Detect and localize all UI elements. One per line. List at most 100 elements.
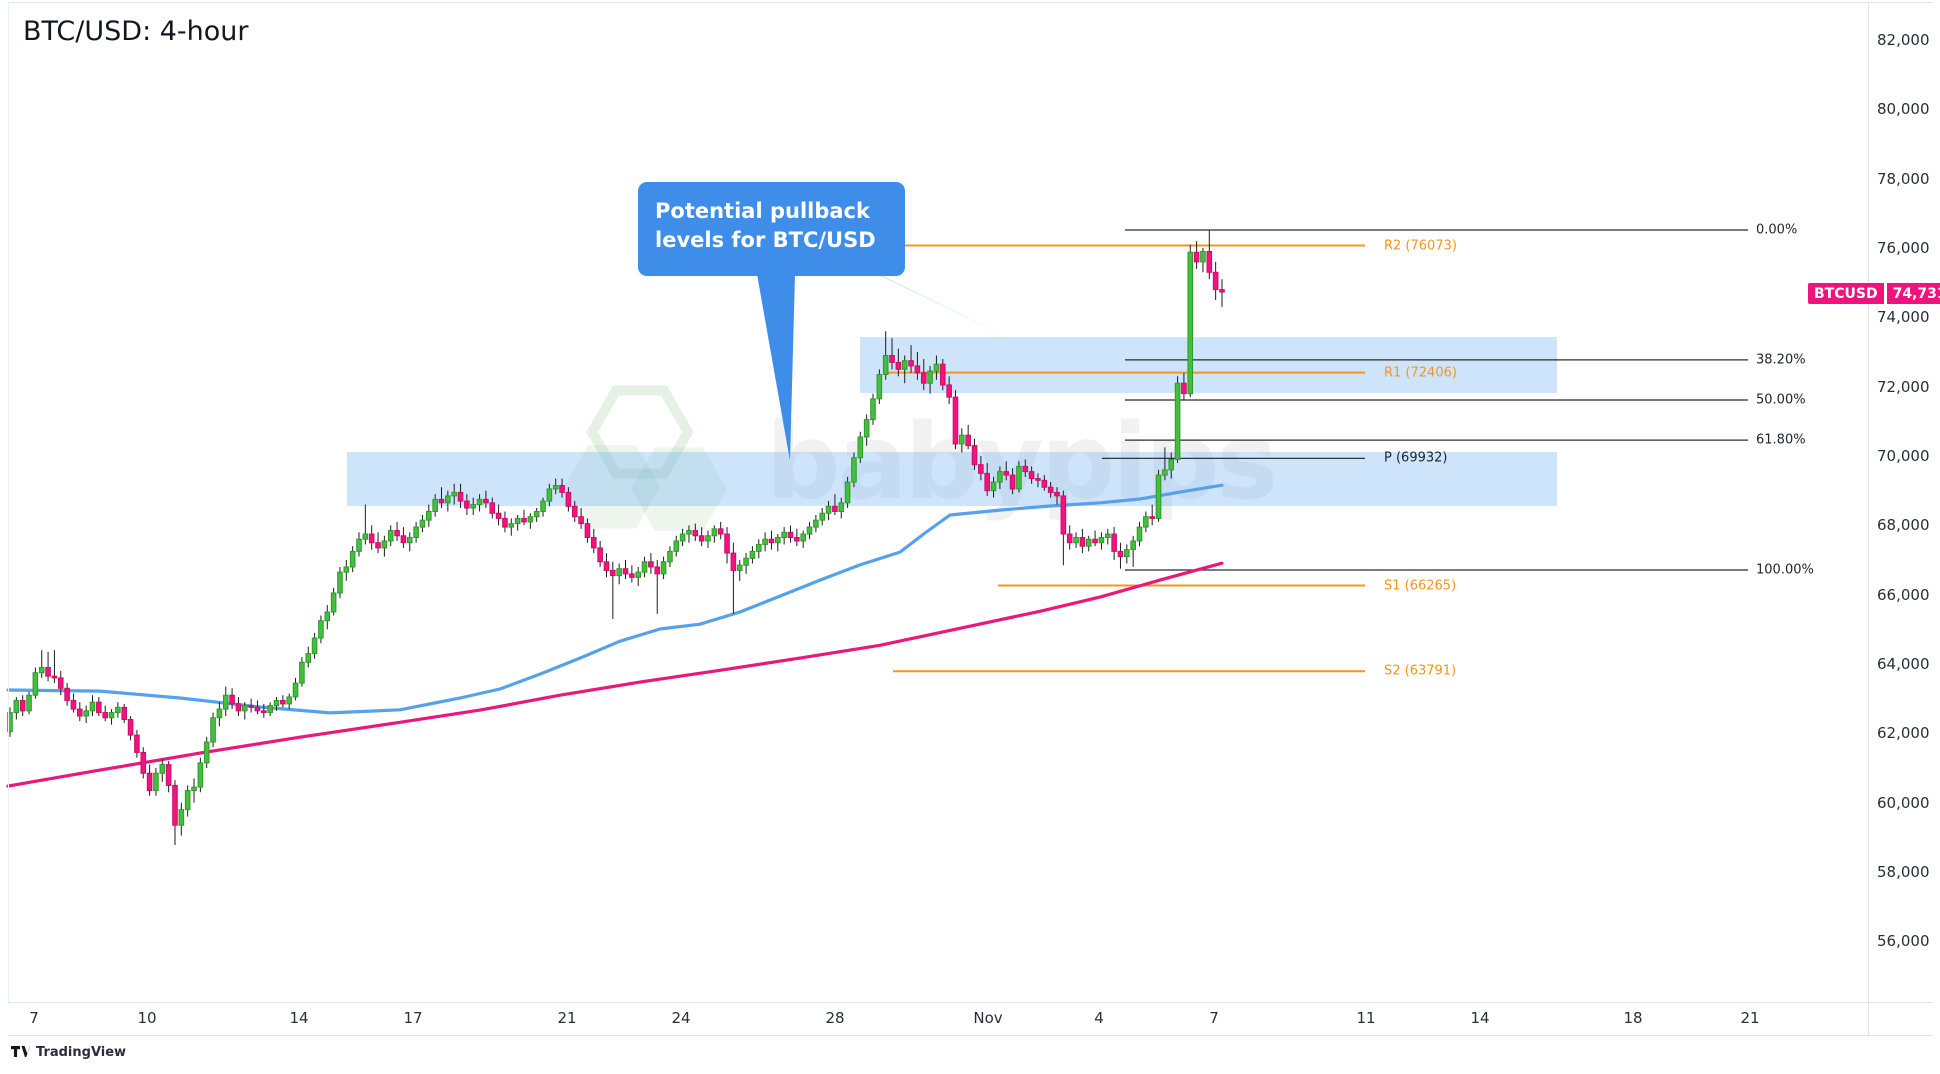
candle-body xyxy=(933,363,940,372)
candle-body xyxy=(584,523,591,538)
candle-body xyxy=(438,498,445,504)
candle-body xyxy=(939,363,946,386)
candle-body xyxy=(552,484,559,490)
candle-body xyxy=(813,519,819,528)
candle-body xyxy=(470,504,477,509)
candle-body xyxy=(635,571,642,578)
candle-body xyxy=(660,561,667,575)
price-tick-label: 58,000 xyxy=(1877,863,1930,882)
candle-body xyxy=(679,533,686,542)
candle-body xyxy=(920,372,927,384)
candle-body xyxy=(571,505,578,518)
candle-body xyxy=(514,517,521,525)
candle-body xyxy=(1174,382,1181,460)
candle-body xyxy=(1022,465,1029,473)
candle-body xyxy=(172,784,178,826)
candle-body xyxy=(851,457,857,483)
candle-body xyxy=(971,445,978,466)
candle-body xyxy=(984,472,991,492)
price-tick-label: 68,000 xyxy=(1877,516,1930,535)
candle-body xyxy=(83,710,89,717)
candle-body xyxy=(330,592,337,613)
fib-label: 50.00% xyxy=(1756,392,1806,408)
candle-body xyxy=(1162,469,1168,476)
candle-body xyxy=(1124,549,1130,558)
candle-body xyxy=(292,682,299,698)
candle-body xyxy=(1143,516,1149,528)
chart-left-border xyxy=(8,2,9,1002)
candle-body xyxy=(908,360,914,367)
tradingview-label: TradingView xyxy=(36,1044,127,1060)
chart-bottom-border xyxy=(8,1002,1933,1003)
candle-body xyxy=(235,703,242,712)
candle-body xyxy=(267,705,273,714)
candle-body xyxy=(946,384,952,398)
candle-body xyxy=(648,561,654,568)
candle-body xyxy=(64,687,70,701)
candle-body xyxy=(400,535,407,544)
price-tick-label: 56,000 xyxy=(1877,932,1930,951)
lower-pullback-zone xyxy=(347,452,1557,507)
candle-body xyxy=(673,540,680,552)
candle-body xyxy=(1181,382,1187,395)
candle-body xyxy=(1111,533,1117,552)
candle-body xyxy=(565,491,572,507)
watermark-hexagon xyxy=(586,385,694,479)
candle-body xyxy=(876,374,883,400)
candle-body xyxy=(1168,458,1175,471)
pivot-label: R2 (76073) xyxy=(1384,238,1457,253)
candle-body xyxy=(1212,271,1219,291)
candle-body xyxy=(502,517,508,528)
candle-body xyxy=(705,535,711,542)
candle-body xyxy=(419,519,426,528)
candle-body xyxy=(762,538,768,545)
price-axis[interactable]: 82,000 80,000 78,000 76,000 74,000 72,000 70,0… xyxy=(1868,0,1940,1002)
time-tick-label: 11 xyxy=(1356,1009,1376,1027)
time-axis-bottom-border xyxy=(8,1035,1933,1036)
candle-body xyxy=(1003,471,1010,476)
time-tick-label: 28 xyxy=(825,1009,845,1027)
candle-body xyxy=(559,484,565,493)
price-tick-label: 80,000 xyxy=(1877,100,1930,119)
candle-body xyxy=(527,516,534,523)
watermark-hexagon xyxy=(564,445,660,529)
candle-body xyxy=(889,354,895,363)
candle-body xyxy=(1206,250,1213,273)
candle-body xyxy=(362,533,369,540)
candle-body xyxy=(622,568,629,575)
candle-body xyxy=(1066,533,1073,544)
candle-body xyxy=(603,561,610,571)
candle-body xyxy=(521,517,527,523)
time-axis[interactable]: 7 10 14 17 21 24 28 Nov 4 7 11 14 18 21 xyxy=(0,1002,1868,1035)
time-tick-label: Nov xyxy=(973,1009,1003,1027)
candle-body xyxy=(1060,495,1067,535)
pivot-label: S1 (66265) xyxy=(1384,578,1457,593)
time-tick-label: 14 xyxy=(289,1009,309,1027)
candle-body xyxy=(781,531,787,538)
price-tick-label: 82,000 xyxy=(1877,31,1930,50)
candle-body xyxy=(280,699,286,705)
candle-body xyxy=(26,694,32,712)
candle-body xyxy=(1054,491,1060,497)
annotation-callout[interactable]: Potential pullback levels for BTC/USD xyxy=(638,182,905,276)
candle-body xyxy=(597,547,603,563)
candle-body xyxy=(153,772,159,792)
candle-body xyxy=(1047,486,1054,493)
candle-body xyxy=(121,706,128,720)
candle-body xyxy=(997,471,1003,483)
badge-divider xyxy=(1883,283,1887,304)
candle-body xyxy=(768,538,775,544)
candle-body xyxy=(210,717,216,743)
tradingview-attribution[interactable]: TradingView xyxy=(11,1044,126,1060)
candle-body xyxy=(349,550,356,568)
fib-label: 100.00% xyxy=(1756,562,1814,578)
candle-body xyxy=(724,533,730,554)
candle-body xyxy=(882,354,889,376)
candle-body xyxy=(870,398,876,421)
candle-body xyxy=(356,538,362,552)
candle-body xyxy=(159,764,166,774)
candle-body xyxy=(229,694,235,705)
candle-body xyxy=(19,699,26,712)
candle-body xyxy=(108,712,115,719)
